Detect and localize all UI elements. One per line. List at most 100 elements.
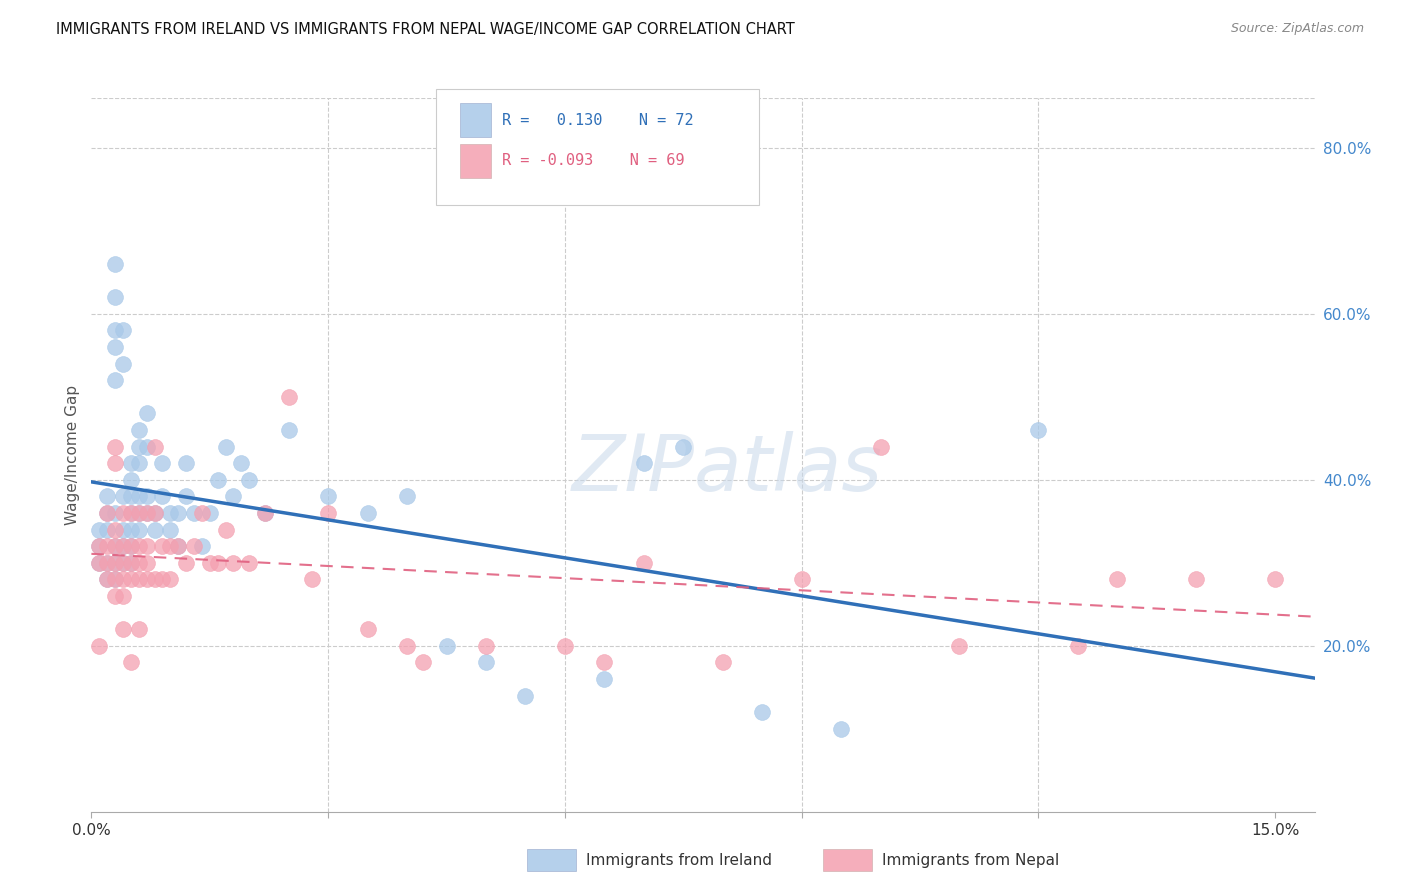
Point <box>111 539 134 553</box>
Point <box>120 456 142 470</box>
Point <box>633 556 655 570</box>
Point <box>135 490 157 504</box>
Point <box>593 656 616 670</box>
Point <box>475 639 498 653</box>
Point <box>104 257 127 271</box>
Point <box>711 656 734 670</box>
Point <box>111 539 134 553</box>
Point <box>301 573 323 587</box>
Point <box>111 323 134 337</box>
Point <box>869 440 891 454</box>
Point <box>135 406 157 420</box>
Point <box>515 689 537 703</box>
Point <box>128 523 150 537</box>
Point <box>104 573 127 587</box>
Point <box>104 323 127 337</box>
Point <box>1185 573 1208 587</box>
Point <box>128 622 150 636</box>
Point <box>96 523 118 537</box>
Point <box>167 539 190 553</box>
Point <box>128 556 150 570</box>
Point <box>174 556 197 570</box>
Point <box>159 523 181 537</box>
Point <box>222 556 245 570</box>
Point <box>104 456 127 470</box>
Point <box>104 373 127 387</box>
Point <box>128 423 150 437</box>
Point <box>120 656 142 670</box>
Point <box>143 506 166 520</box>
Text: R = -0.093    N = 69: R = -0.093 N = 69 <box>502 153 685 168</box>
Point <box>174 456 197 470</box>
Point <box>436 639 458 653</box>
Point <box>120 506 142 520</box>
Point <box>214 440 236 454</box>
Point <box>751 705 773 719</box>
Point <box>135 573 157 587</box>
Point <box>554 639 576 653</box>
Point <box>89 556 111 570</box>
Point <box>128 539 150 553</box>
Point <box>104 539 127 553</box>
Point <box>183 506 205 520</box>
Point <box>135 506 157 520</box>
Point <box>89 556 111 570</box>
Text: Immigrants from Nepal: Immigrants from Nepal <box>882 854 1059 868</box>
Point <box>96 573 118 587</box>
Point <box>207 556 229 570</box>
Point <box>128 440 150 454</box>
Point <box>152 539 174 553</box>
Point <box>174 490 197 504</box>
Text: R =   0.130    N = 72: R = 0.130 N = 72 <box>502 113 693 128</box>
Point <box>1107 573 1129 587</box>
Point <box>96 506 118 520</box>
Point <box>104 573 127 587</box>
Point <box>316 490 339 504</box>
Point <box>96 506 118 520</box>
Point <box>89 539 111 553</box>
Text: IMMIGRANTS FROM IRELAND VS IMMIGRANTS FROM NEPAL WAGE/INCOME GAP CORRELATION CHA: IMMIGRANTS FROM IRELAND VS IMMIGRANTS FR… <box>56 22 794 37</box>
Point <box>104 290 127 304</box>
Point <box>120 473 142 487</box>
Point <box>96 556 118 570</box>
Text: ZIPatlas: ZIPatlas <box>572 431 883 508</box>
Point <box>89 539 111 553</box>
Point <box>120 539 142 553</box>
Point <box>111 622 134 636</box>
Point <box>152 490 174 504</box>
Point <box>238 556 260 570</box>
Point <box>183 539 205 553</box>
Y-axis label: Wage/Income Gap: Wage/Income Gap <box>65 384 80 525</box>
Point <box>152 456 174 470</box>
Point <box>593 672 616 686</box>
Point <box>316 506 339 520</box>
Point <box>475 656 498 670</box>
Point <box>277 390 299 404</box>
Point <box>96 573 118 587</box>
Text: Source: ZipAtlas.com: Source: ZipAtlas.com <box>1230 22 1364 36</box>
Point <box>396 639 419 653</box>
Point <box>167 506 190 520</box>
Point <box>191 539 214 553</box>
Point <box>1067 639 1090 653</box>
Point <box>111 589 134 603</box>
Point <box>135 506 157 520</box>
Point <box>191 506 214 520</box>
Point <box>89 523 111 537</box>
Point <box>198 556 221 570</box>
Point <box>104 539 127 553</box>
Point <box>253 506 276 520</box>
Point <box>128 490 150 504</box>
Point <box>111 523 134 537</box>
Point <box>111 556 134 570</box>
Point <box>167 539 190 553</box>
Point <box>790 573 813 587</box>
Point <box>159 573 181 587</box>
Point <box>159 539 181 553</box>
Point <box>111 506 134 520</box>
Point <box>111 556 134 570</box>
Point <box>111 490 134 504</box>
Point <box>128 573 150 587</box>
Point <box>135 539 157 553</box>
Point <box>143 506 166 520</box>
